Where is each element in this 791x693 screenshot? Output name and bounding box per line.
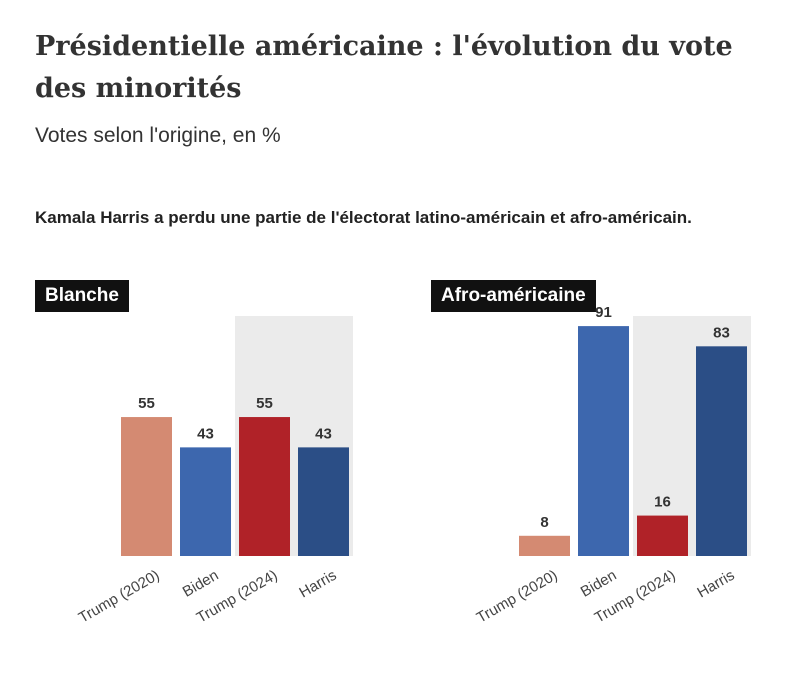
value-label-blanche-trump-2024: 55 — [256, 395, 273, 412]
bar-blanche-trump-2020 — [121, 417, 172, 556]
value-label-blanche-harris: 43 — [315, 425, 332, 442]
bar-blanche-trump-2024 — [239, 417, 290, 556]
bar-afro-americaine-harris — [696, 346, 747, 556]
category-label-afro-americaine-harris: Harris — [694, 567, 737, 602]
value-label-afro-americaine-trump-2020: 8 — [540, 514, 548, 531]
value-label-afro-americaine-trump-2024: 16 — [654, 494, 671, 511]
page-subtitle: Votes selon l'origine, en % — [35, 124, 281, 147]
page-title: Présidentielle américaine : l'évolution … — [35, 31, 733, 104]
bar-blanche-biden — [180, 447, 231, 556]
value-label-afro-americaine-biden: 91 — [595, 304, 612, 321]
category-label-blanche-trump-2020: Trump (2020) — [76, 567, 163, 627]
category-label-blanche-harris: Harris — [296, 567, 339, 602]
category-label-afro-americaine-trump-2020: Trump (2020) — [474, 567, 561, 627]
bar-afro-americaine-trump-2024 — [637, 515, 688, 556]
chart-note: Kamala Harris a perdu une partie de l'él… — [35, 208, 692, 227]
category-label-blanche-biden: Biden — [180, 567, 222, 601]
category-label-afro-americaine-biden: Biden — [578, 567, 620, 601]
panel-label-blanche: Blanche — [35, 280, 129, 312]
bar-afro-americaine-trump-2020 — [519, 535, 570, 556]
value-label-afro-americaine-harris: 83 — [713, 324, 730, 341]
value-label-blanche-biden: 43 — [197, 425, 214, 442]
bar-blanche-harris — [298, 447, 349, 556]
bar-afro-americaine-biden — [578, 326, 629, 556]
value-label-blanche-trump-2020: 55 — [138, 395, 155, 412]
panel-label-afro-americaine: Afro-américaine — [431, 280, 596, 312]
